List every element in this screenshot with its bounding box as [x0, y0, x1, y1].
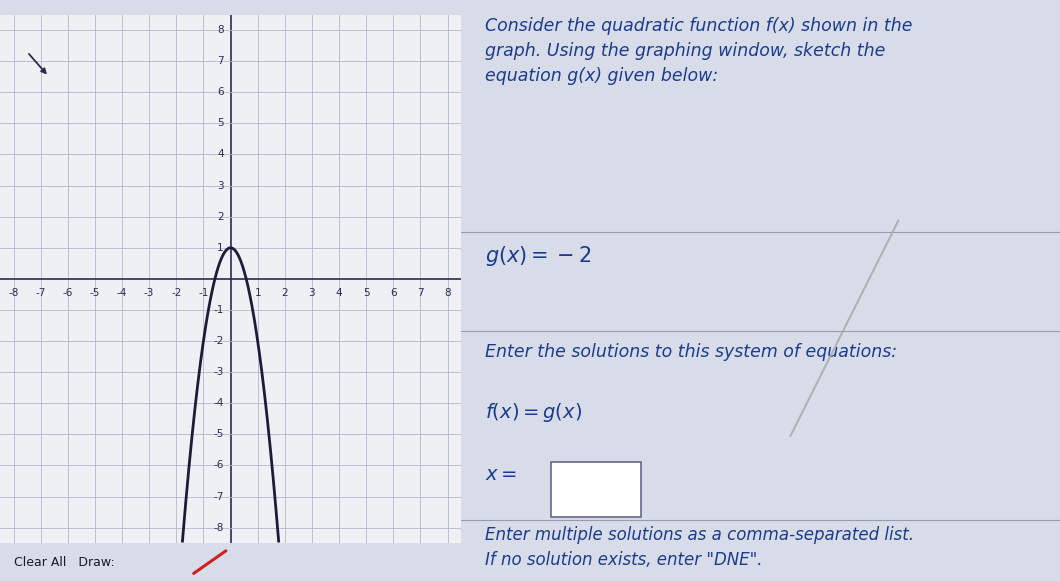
- Text: 7: 7: [417, 288, 424, 298]
- Text: 4: 4: [336, 288, 342, 298]
- Text: 2: 2: [282, 288, 288, 298]
- Text: Enter the solutions to this system of equations:: Enter the solutions to this system of eq…: [485, 343, 897, 361]
- Text: -3: -3: [144, 288, 155, 298]
- Text: -5: -5: [90, 288, 100, 298]
- Text: -7: -7: [35, 288, 46, 298]
- Text: -6: -6: [63, 288, 73, 298]
- Text: -1: -1: [213, 305, 224, 315]
- Text: -5: -5: [213, 429, 224, 439]
- Text: $x =$: $x =$: [485, 465, 517, 484]
- Text: -3: -3: [213, 367, 224, 377]
- Text: -7: -7: [213, 492, 224, 501]
- Text: 3: 3: [308, 288, 315, 298]
- Text: 1: 1: [217, 243, 224, 253]
- Text: -6: -6: [213, 461, 224, 471]
- Text: 4: 4: [217, 149, 224, 159]
- Text: -4: -4: [213, 399, 224, 408]
- Text: 5: 5: [363, 288, 370, 298]
- Text: 3: 3: [217, 181, 224, 191]
- Text: 1: 1: [254, 288, 261, 298]
- Text: -2: -2: [171, 288, 181, 298]
- Text: Consider the quadratic function f(x) shown in the
graph. Using the graphing wind: Consider the quadratic function f(x) sho…: [485, 17, 913, 85]
- Text: 6: 6: [390, 288, 396, 298]
- Text: $g(x) = -2$: $g(x) = -2$: [485, 244, 591, 268]
- Text: -1: -1: [198, 288, 209, 298]
- Text: -8: -8: [213, 523, 224, 533]
- Text: 8: 8: [444, 288, 450, 298]
- Text: -8: -8: [8, 288, 19, 298]
- Text: -4: -4: [117, 288, 127, 298]
- Text: 2: 2: [217, 211, 224, 222]
- Text: $f(x) = g(x)$: $f(x) = g(x)$: [485, 401, 582, 424]
- Text: -2: -2: [213, 336, 224, 346]
- Text: 6: 6: [217, 87, 224, 97]
- Text: Clear All   Draw:: Clear All Draw:: [14, 555, 114, 569]
- Text: 5: 5: [217, 119, 224, 128]
- Text: 7: 7: [217, 56, 224, 66]
- Text: Enter multiple solutions as a comma-separated list.
If no solution exists, enter: Enter multiple solutions as a comma-sepa…: [485, 526, 914, 569]
- FancyBboxPatch shape: [551, 462, 640, 517]
- Text: 8: 8: [217, 25, 224, 35]
